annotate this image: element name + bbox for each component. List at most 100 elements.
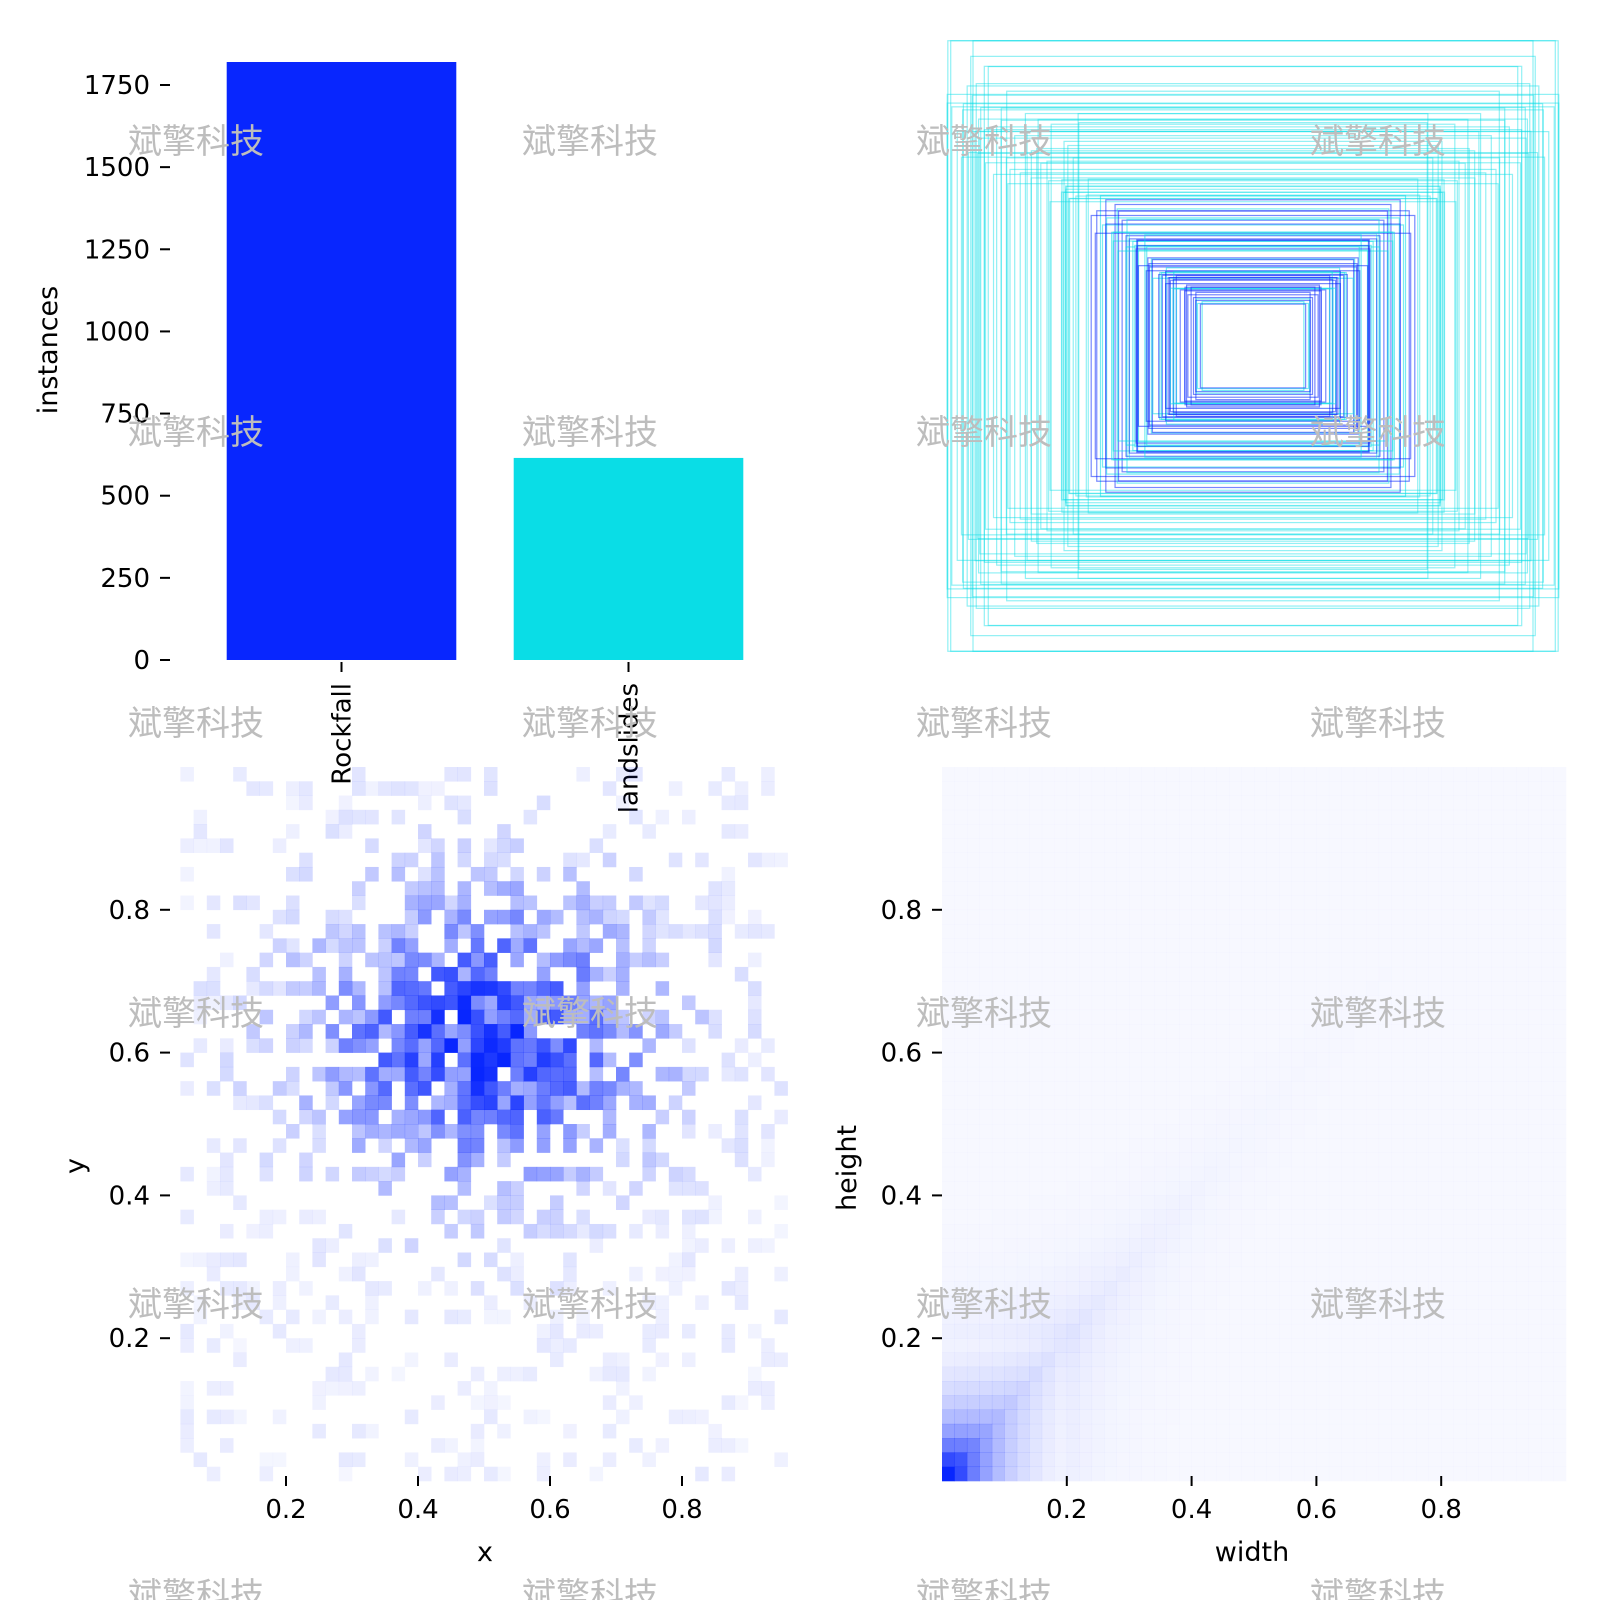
heatmap-cell — [992, 1238, 1005, 1253]
heatmap-cell — [1166, 1181, 1180, 1196]
heatmap-cell — [1341, 1095, 1354, 1110]
heatmap-cell — [1167, 896, 1180, 911]
heatmap-cell — [180, 767, 194, 782]
heatmap-cell — [1441, 1467, 1454, 1482]
heatmap-cell — [1117, 981, 1130, 996]
heatmap-cell — [966, 1409, 980, 1425]
heatmap-cell — [1391, 1367, 1404, 1382]
heatmap-cell — [954, 1224, 967, 1239]
heatmap-cell — [378, 1052, 392, 1068]
heatmap-cell — [1479, 796, 1492, 811]
heatmap-cell — [1029, 767, 1042, 782]
heatmap-cell — [1129, 1038, 1142, 1053]
heatmap-cell — [1516, 1238, 1529, 1253]
heatmap-cell — [708, 781, 722, 796]
heatmap-cell — [1354, 867, 1367, 882]
heatmap-cell — [523, 1295, 538, 1310]
bounding-box — [1078, 122, 1428, 570]
heatmap-cell — [1341, 1138, 1354, 1153]
heatmap-cell — [1291, 1395, 1304, 1410]
heatmap-cell — [1079, 995, 1092, 1010]
heatmap-cell — [180, 1323, 194, 1339]
heatmap-cell — [470, 1081, 485, 1096]
heatmap-cell — [1379, 1395, 1392, 1410]
heatmap-cell — [1516, 1253, 1529, 1268]
heatmap-cell — [286, 795, 300, 811]
heatmap-cell — [180, 1338, 194, 1353]
heatmap-cell — [1016, 1309, 1030, 1325]
heatmap-cell — [1204, 853, 1217, 868]
heatmap-cell — [1142, 881, 1155, 896]
heatmap-cell — [1379, 1467, 1392, 1482]
heatmap-cell — [1066, 1252, 1080, 1268]
heatmap-cell — [1379, 767, 1392, 782]
heatmap-cell — [1117, 881, 1130, 896]
heatmap-cell — [1279, 1124, 1292, 1139]
heatmap-cell — [404, 1081, 419, 1096]
heatmap-cell — [1554, 1010, 1567, 1025]
heatmap-cell — [748, 1366, 762, 1382]
heatmap-cell — [1441, 1238, 1454, 1253]
heatmap-cell — [431, 1195, 445, 1210]
heatmap-cell — [774, 1081, 788, 1096]
heatmap-cell — [1167, 1381, 1180, 1396]
heatmap-cell — [602, 895, 617, 911]
heatmap-cell — [1229, 1253, 1242, 1268]
heatmap-cell — [576, 895, 590, 911]
heatmap-cell — [286, 1266, 300, 1282]
heatmap-cell — [1167, 810, 1180, 825]
heatmap-cell — [954, 1423, 968, 1439]
heatmap-cell — [1529, 1452, 1542, 1467]
heatmap-cell — [1279, 1452, 1292, 1467]
heatmap-cell — [1329, 853, 1342, 868]
heatmap-cell — [1479, 810, 1492, 825]
heatmap-cell — [1254, 1167, 1267, 1182]
heatmap-cell — [1079, 781, 1092, 796]
heatmap-cell — [1291, 1095, 1304, 1110]
heatmap-cell — [1429, 838, 1442, 853]
heatmap-cell — [1129, 924, 1142, 939]
heatmap-cell — [954, 1366, 968, 1382]
heatmap-cell — [1104, 1124, 1117, 1139]
heatmap-cell — [1142, 867, 1155, 882]
y-tick-label: 0.8 — [881, 896, 922, 926]
heatmap-cell — [1479, 853, 1492, 868]
heatmap-cell — [431, 952, 445, 968]
heatmap-cell — [457, 1209, 472, 1225]
heatmap-cell — [484, 1095, 498, 1111]
heatmap-cell — [404, 1409, 419, 1425]
heatmap-cell — [510, 938, 524, 953]
heatmap-cell — [536, 1009, 551, 1025]
heatmap-cell — [642, 952, 656, 968]
heatmap-cell — [1491, 1095, 1504, 1110]
heatmap-cell — [1079, 1281, 1093, 1296]
heatmap-cell — [979, 924, 992, 939]
heatmap-cell — [1366, 1395, 1379, 1410]
heatmap-cell — [942, 810, 955, 825]
heatmap-cell — [1191, 1252, 1205, 1268]
heatmap-cell — [1491, 1167, 1504, 1182]
heatmap-cell — [1179, 1195, 1192, 1210]
heatmap-cell — [497, 881, 511, 896]
heatmap-cell — [536, 1409, 551, 1425]
heatmap-cell — [470, 1395, 485, 1410]
heatmap-cell — [1504, 1038, 1517, 1053]
heatmap-cell — [1016, 1352, 1030, 1368]
heatmap-cell — [457, 1081, 472, 1096]
heatmap-cell — [1017, 853, 1030, 868]
heatmap-cell — [1154, 1081, 1167, 1096]
heatmap-cell — [942, 1409, 955, 1425]
heatmap-cell — [1429, 910, 1442, 925]
heatmap-cell — [616, 1009, 630, 1025]
heatmap-cell — [1242, 1452, 1255, 1467]
heatmap-cell — [1091, 1252, 1105, 1268]
heatmap-cell — [1079, 1138, 1092, 1153]
heatmap-cell — [589, 1223, 604, 1239]
heatmap-cell — [1429, 810, 1442, 825]
heatmap-cell — [523, 1024, 538, 1039]
heatmap-cell — [206, 1252, 221, 1268]
heatmap-cell — [1129, 1209, 1142, 1225]
heatmap-cell — [602, 966, 617, 982]
heatmap-cell — [1404, 1153, 1417, 1168]
heatmap-cell — [352, 1338, 366, 1353]
